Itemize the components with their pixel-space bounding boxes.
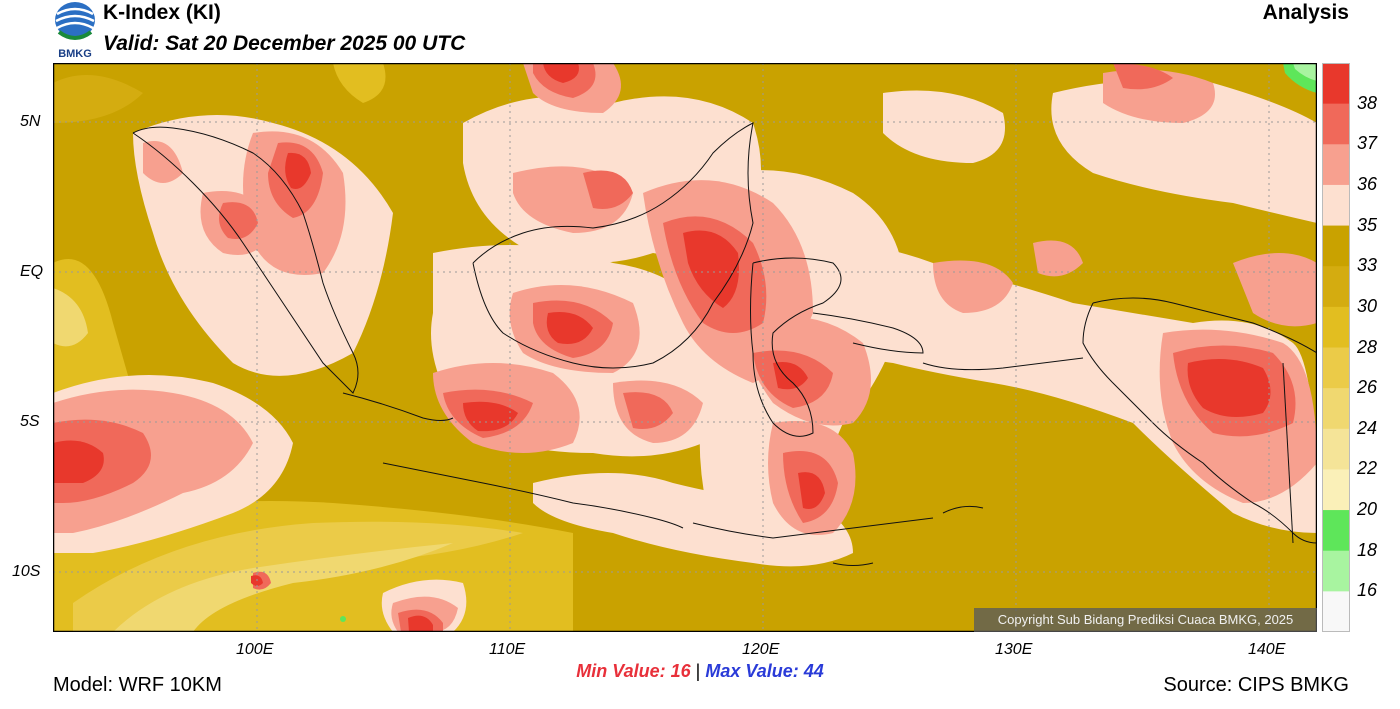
ki-38-areas: [53, 63, 1271, 632]
colorbar-swatch: [1322, 428, 1350, 470]
lon-label-140e: 140E: [1248, 641, 1286, 658]
coastlines: [132, 122, 1317, 566]
lon-label-130e: 130E: [995, 641, 1033, 658]
chart-title: K-Index (KI): [103, 1, 221, 24]
colorbar-label: 16: [1357, 580, 1378, 601]
colorbar-swatch: [1322, 266, 1350, 308]
colorbar-swatch: [1322, 225, 1350, 267]
lon-label-120e: 120E: [742, 641, 780, 658]
min-value: 16: [670, 661, 691, 681]
min-max-values: Min Value: 16 | Max Value: 44: [0, 661, 1400, 682]
colorbar-label: 36: [1357, 173, 1378, 194]
copyright-notice: Copyright Sub Bidang Prediksi Cuaca BMKG…: [974, 608, 1317, 632]
colorbar-swatch: [1322, 469, 1350, 511]
lon-label-110e: 110E: [489, 641, 526, 658]
logo-text: BMKG: [58, 48, 92, 60]
colorbar-label: 33: [1357, 255, 1378, 276]
lat-label-10s: 10S: [12, 563, 41, 580]
colorbar-swatch: [1322, 63, 1350, 105]
colorbar: [1322, 63, 1350, 632]
max-value: 44: [803, 661, 824, 681]
colorbar-swatch: [1322, 510, 1350, 552]
colorbar-swatch: [1322, 184, 1350, 227]
max-value-label: Max Value:: [705, 661, 799, 681]
lon-label-100e: 100E: [236, 641, 274, 658]
analysis-label: Analysis: [1262, 1, 1349, 24]
valid-time: Valid: Sat 20 December 2025 00 UTC: [103, 32, 466, 55]
colorbar-swatch: [1322, 388, 1350, 430]
model-label: Model: WRF 10KM: [53, 674, 222, 696]
lat-label-5n: 5N: [20, 113, 41, 130]
colorbar-label: 18: [1357, 539, 1378, 560]
colorbar-label: 22: [1357, 458, 1378, 479]
colorbar-label: 30: [1357, 295, 1378, 316]
colorbar-swatch: [1322, 591, 1350, 632]
colorbar-label: 28: [1357, 336, 1378, 357]
source-label: Source: CIPS BMKG: [1163, 674, 1349, 696]
min-max-separator: |: [695, 661, 701, 681]
colorbar-swatch: [1322, 347, 1350, 389]
colorbar-swatch: [1322, 144, 1350, 186]
bmkg-logo: BMKG: [55, 2, 95, 60]
lat-label-eq: EQ: [20, 263, 44, 280]
colorbar-label: 24: [1357, 417, 1378, 438]
colorbar-label: 37: [1357, 133, 1378, 154]
colorbar-label: 38: [1357, 92, 1378, 113]
lat-lon-grid: [53, 63, 1317, 632]
colorbar-swatch: [1322, 550, 1350, 592]
lat-label-5s: 5S: [20, 413, 40, 430]
colorbar-label: 20: [1357, 499, 1378, 520]
k-index-map: [53, 63, 1317, 632]
colorbar-label: 26: [1357, 377, 1378, 398]
colorbar-swatch: [1322, 103, 1350, 145]
map-frame: [53, 63, 1317, 632]
colorbar-label: 35: [1357, 214, 1378, 235]
min-value-label: Min Value:: [576, 661, 666, 681]
colorbar-swatch: [1322, 306, 1350, 348]
